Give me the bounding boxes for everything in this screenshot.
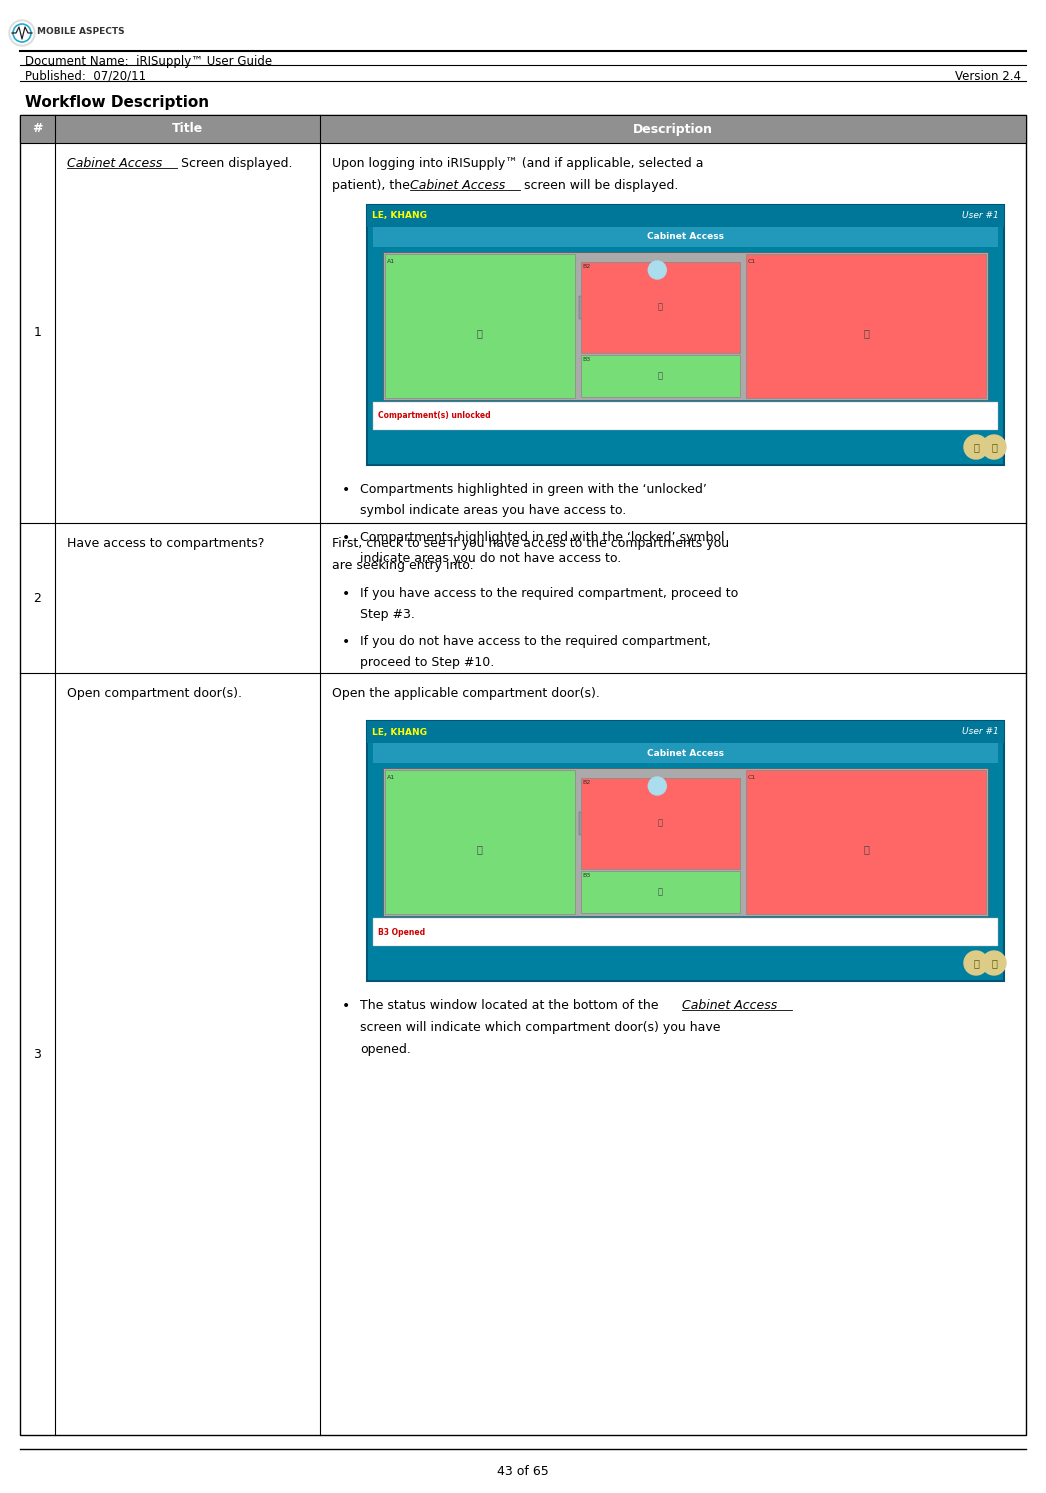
- Circle shape: [964, 951, 988, 975]
- Text: MOBILE ASPECTS: MOBILE ASPECTS: [37, 27, 124, 36]
- Text: B2: B2: [583, 779, 591, 785]
- Text: Cabinet Access: Cabinet Access: [682, 999, 777, 1012]
- Text: 2: 2: [33, 591, 42, 605]
- FancyBboxPatch shape: [367, 205, 1004, 227]
- Text: •: •: [342, 532, 350, 545]
- Text: Have access to compartments?: Have access to compartments?: [67, 537, 265, 549]
- FancyBboxPatch shape: [385, 254, 574, 399]
- Text: 🔒: 🔒: [863, 845, 869, 854]
- FancyBboxPatch shape: [20, 115, 1026, 143]
- FancyBboxPatch shape: [581, 261, 740, 352]
- Text: Published:  07/20/11: Published: 07/20/11: [25, 70, 146, 84]
- Circle shape: [649, 776, 666, 794]
- FancyBboxPatch shape: [367, 205, 1004, 464]
- Circle shape: [982, 434, 1006, 458]
- Text: 🔒: 🔒: [863, 328, 869, 339]
- Circle shape: [9, 19, 35, 46]
- Text: A1: A1: [387, 258, 395, 264]
- Text: screen will be displayed.: screen will be displayed.: [520, 179, 679, 193]
- Text: •: •: [342, 635, 350, 649]
- Text: #: #: [32, 122, 43, 136]
- Text: Workflow Description: Workflow Description: [25, 96, 209, 110]
- Text: C1: C1: [748, 258, 756, 264]
- Text: C1: C1: [748, 775, 756, 779]
- Text: Cabinet Access: Cabinet Access: [410, 179, 505, 193]
- Text: 1: 1: [33, 327, 42, 339]
- Text: First, check to see if you have access to the compartments you: First, check to see if you have access t…: [332, 537, 729, 549]
- Text: proceed to Step #10.: proceed to Step #10.: [360, 655, 495, 669]
- Text: 3: 3: [33, 1048, 42, 1060]
- FancyBboxPatch shape: [746, 254, 986, 399]
- Text: 💼: 💼: [991, 442, 997, 452]
- Circle shape: [649, 261, 666, 279]
- Text: 🔓: 🔓: [658, 372, 663, 381]
- Text: User #1: User #1: [962, 212, 999, 221]
- Text: The status window located at the bottom of the: The status window located at the bottom …: [360, 999, 662, 1012]
- FancyBboxPatch shape: [367, 721, 1004, 744]
- FancyBboxPatch shape: [578, 297, 677, 318]
- Text: Document Name:  iRISupply™ User Guide: Document Name: iRISupply™ User Guide: [25, 55, 272, 69]
- Text: are seeking entry into.: are seeking entry into.: [332, 558, 474, 572]
- Text: screen will indicate which compartment door(s) you have: screen will indicate which compartment d…: [360, 1021, 721, 1035]
- Text: indicate areas you do not have access to.: indicate areas you do not have access to…: [360, 552, 621, 564]
- Text: B3 Opened: B3 Opened: [378, 927, 425, 936]
- FancyBboxPatch shape: [581, 355, 740, 397]
- FancyBboxPatch shape: [746, 770, 986, 914]
- Text: 🔓: 🔓: [477, 328, 483, 339]
- FancyBboxPatch shape: [578, 812, 677, 835]
- Text: 👤: 👤: [973, 442, 979, 452]
- FancyBboxPatch shape: [385, 770, 574, 914]
- Text: A1: A1: [387, 775, 395, 779]
- Text: Description: Description: [633, 122, 713, 136]
- Text: Compartment(s) unlocked: Compartment(s) unlocked: [378, 412, 491, 421]
- Text: If you have access to the required compartment, proceed to: If you have access to the required compa…: [360, 587, 738, 600]
- Text: •: •: [342, 587, 350, 602]
- FancyBboxPatch shape: [373, 918, 998, 947]
- Text: opened.: opened.: [360, 1044, 411, 1056]
- FancyBboxPatch shape: [373, 402, 998, 430]
- Text: Compartments highlighted in red with the ‘locked’ symbol: Compartments highlighted in red with the…: [360, 532, 725, 543]
- Text: Compartments highlighted in green with the ‘unlocked’: Compartments highlighted in green with t…: [360, 484, 707, 496]
- Text: •: •: [342, 484, 350, 497]
- Text: 👤: 👤: [973, 959, 979, 967]
- Text: 🔓: 🔓: [477, 845, 483, 854]
- Text: 43 of 65: 43 of 65: [497, 1465, 549, 1478]
- Text: B2: B2: [583, 264, 591, 269]
- Text: Screen displayed.: Screen displayed.: [177, 157, 293, 170]
- Text: 💼: 💼: [991, 959, 997, 967]
- Text: 🔒: 🔒: [658, 303, 663, 312]
- FancyBboxPatch shape: [373, 744, 998, 763]
- Circle shape: [964, 434, 988, 458]
- Text: Version 2.4: Version 2.4: [955, 70, 1021, 84]
- FancyBboxPatch shape: [373, 227, 998, 246]
- Text: B3: B3: [583, 872, 591, 878]
- Text: 🔓: 🔓: [658, 887, 663, 896]
- FancyBboxPatch shape: [383, 252, 988, 400]
- FancyBboxPatch shape: [383, 767, 988, 917]
- Text: Upon logging into iRISupply™ (and if applicable, selected a: Upon logging into iRISupply™ (and if app…: [332, 157, 704, 170]
- Text: •: •: [342, 999, 350, 1012]
- Text: Cabinet Access: Cabinet Access: [647, 233, 724, 242]
- Circle shape: [12, 22, 33, 43]
- FancyBboxPatch shape: [581, 778, 740, 869]
- FancyBboxPatch shape: [581, 870, 740, 914]
- Text: Cabinet Access: Cabinet Access: [67, 157, 162, 170]
- Text: User #1: User #1: [962, 727, 999, 736]
- Text: 🔒: 🔒: [658, 818, 663, 827]
- Text: Step #3.: Step #3.: [360, 608, 415, 621]
- Text: LE, KHANG: LE, KHANG: [372, 727, 427, 736]
- Text: Open compartment door(s).: Open compartment door(s).: [67, 687, 242, 700]
- Text: Cabinet Access: Cabinet Access: [647, 748, 724, 757]
- Text: patient), the: patient), the: [332, 179, 414, 193]
- Text: symbol indicate areas you have access to.: symbol indicate areas you have access to…: [360, 505, 627, 517]
- Circle shape: [982, 951, 1006, 975]
- FancyBboxPatch shape: [367, 721, 1004, 981]
- Text: LE, KHANG: LE, KHANG: [372, 212, 427, 221]
- Text: B3: B3: [583, 357, 591, 361]
- Text: If you do not have access to the required compartment,: If you do not have access to the require…: [360, 635, 711, 648]
- Text: Open the applicable compartment door(s).: Open the applicable compartment door(s).: [332, 687, 599, 700]
- Text: Title: Title: [172, 122, 203, 136]
